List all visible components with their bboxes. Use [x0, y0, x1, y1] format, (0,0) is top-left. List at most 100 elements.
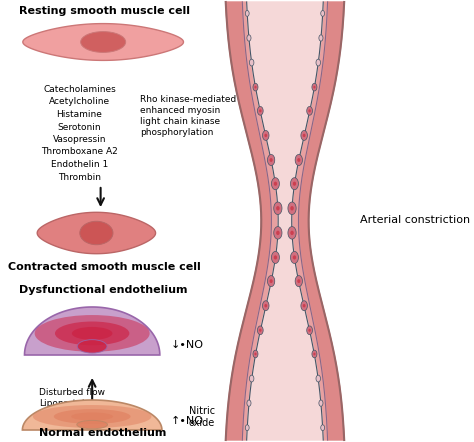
Ellipse shape: [55, 321, 129, 345]
Text: Rho kinase-mediated: Rho kinase-mediated: [140, 95, 237, 104]
Ellipse shape: [297, 158, 301, 162]
Polygon shape: [288, 202, 296, 214]
Polygon shape: [321, 11, 325, 16]
Ellipse shape: [276, 231, 280, 235]
Ellipse shape: [259, 329, 262, 332]
Polygon shape: [246, 425, 249, 431]
Polygon shape: [253, 84, 258, 91]
Polygon shape: [321, 425, 325, 431]
Polygon shape: [299, 2, 344, 440]
Polygon shape: [272, 178, 279, 190]
Polygon shape: [242, 2, 278, 440]
Ellipse shape: [309, 329, 311, 332]
Polygon shape: [246, 2, 323, 440]
Ellipse shape: [255, 353, 256, 355]
Text: ↑•NO: ↑•NO: [171, 416, 204, 426]
Ellipse shape: [264, 304, 267, 308]
Ellipse shape: [35, 315, 150, 352]
Polygon shape: [257, 107, 263, 115]
Polygon shape: [25, 307, 160, 355]
Ellipse shape: [72, 327, 112, 340]
Ellipse shape: [303, 133, 306, 137]
Ellipse shape: [274, 255, 277, 259]
Ellipse shape: [270, 279, 273, 283]
Polygon shape: [247, 35, 251, 41]
Text: Lipoproteins: Lipoproteins: [39, 399, 95, 408]
Ellipse shape: [77, 420, 108, 429]
Polygon shape: [319, 400, 323, 406]
Text: phosphorylation: phosphorylation: [140, 128, 214, 137]
Polygon shape: [312, 350, 317, 358]
Polygon shape: [267, 276, 275, 287]
Polygon shape: [292, 2, 328, 440]
Text: Acetylcholine: Acetylcholine: [49, 98, 110, 107]
Polygon shape: [316, 59, 320, 66]
Polygon shape: [288, 227, 296, 239]
Text: Arterial constriction: Arterial constriction: [360, 215, 470, 225]
Polygon shape: [274, 202, 282, 214]
Text: Histamine: Histamine: [56, 110, 102, 119]
Polygon shape: [267, 154, 275, 165]
Polygon shape: [246, 11, 249, 16]
Text: enhanced myosin: enhanced myosin: [140, 106, 220, 115]
Text: Thromboxane A2: Thromboxane A2: [41, 148, 118, 156]
Polygon shape: [253, 350, 258, 358]
Polygon shape: [307, 326, 312, 335]
Ellipse shape: [33, 405, 152, 428]
Polygon shape: [37, 212, 155, 254]
Polygon shape: [312, 84, 317, 91]
Text: Catecholamines: Catecholamines: [43, 85, 116, 94]
Polygon shape: [263, 130, 269, 141]
Polygon shape: [291, 178, 299, 190]
Text: Endothelin 1: Endothelin 1: [51, 160, 108, 169]
Ellipse shape: [297, 279, 301, 283]
Polygon shape: [307, 107, 312, 115]
Ellipse shape: [255, 86, 256, 88]
Ellipse shape: [313, 353, 316, 355]
Ellipse shape: [77, 339, 107, 353]
Text: Thrombin: Thrombin: [58, 172, 101, 182]
Polygon shape: [249, 375, 254, 382]
Polygon shape: [316, 375, 320, 382]
Text: Serotonin: Serotonin: [58, 122, 101, 132]
Ellipse shape: [80, 221, 113, 245]
Polygon shape: [257, 326, 263, 335]
Ellipse shape: [313, 86, 316, 88]
Polygon shape: [319, 35, 323, 41]
Ellipse shape: [293, 182, 296, 186]
Polygon shape: [249, 59, 254, 66]
Ellipse shape: [303, 304, 306, 308]
Ellipse shape: [81, 31, 126, 53]
Polygon shape: [226, 2, 272, 440]
Ellipse shape: [290, 206, 294, 210]
Ellipse shape: [290, 231, 294, 235]
Polygon shape: [23, 23, 183, 61]
Ellipse shape: [274, 182, 277, 186]
Ellipse shape: [270, 158, 273, 162]
Text: Contracted smooth muscle cell: Contracted smooth muscle cell: [9, 262, 201, 272]
Text: Normal endothelium: Normal endothelium: [39, 428, 167, 438]
Ellipse shape: [259, 109, 262, 112]
Polygon shape: [272, 251, 279, 263]
Text: Dysfunctional endothelium: Dysfunctional endothelium: [19, 285, 187, 295]
Text: etc.: etc.: [39, 410, 56, 419]
Polygon shape: [247, 400, 251, 406]
Polygon shape: [263, 301, 269, 311]
Text: Vasopressin: Vasopressin: [53, 135, 106, 144]
Polygon shape: [22, 400, 162, 430]
Text: Nitric
oxide: Nitric oxide: [189, 406, 215, 427]
Ellipse shape: [54, 409, 130, 424]
Polygon shape: [295, 154, 302, 165]
Polygon shape: [291, 251, 299, 263]
Polygon shape: [301, 301, 307, 311]
Polygon shape: [295, 276, 302, 287]
Ellipse shape: [276, 206, 280, 210]
Text: Disturbed flow: Disturbed flow: [39, 388, 105, 397]
Text: light chain kinase: light chain kinase: [140, 117, 220, 126]
Text: Resting smooth muscle cell: Resting smooth muscle cell: [19, 6, 191, 16]
Ellipse shape: [71, 412, 113, 420]
Polygon shape: [301, 130, 307, 141]
Ellipse shape: [264, 133, 267, 137]
Ellipse shape: [309, 109, 311, 112]
Polygon shape: [274, 227, 282, 239]
